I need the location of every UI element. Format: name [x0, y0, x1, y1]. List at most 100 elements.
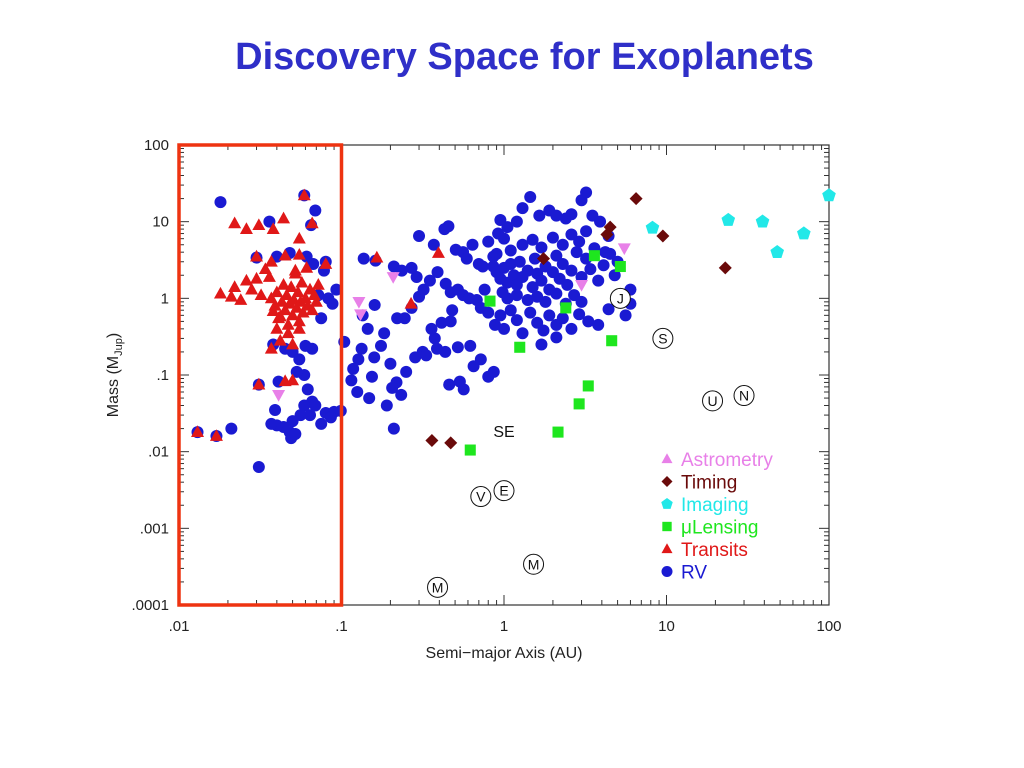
data-point: [600, 228, 614, 242]
data-point: [224, 289, 238, 302]
data-point: [413, 230, 426, 243]
data-point: [281, 326, 295, 339]
data-point: [404, 296, 418, 309]
data-point: [822, 188, 836, 202]
data-point: [298, 291, 312, 304]
data-point: [191, 425, 205, 437]
data-point: [309, 399, 322, 412]
legend-marker: [661, 497, 673, 509]
legend-marker: [662, 521, 672, 532]
data-point: [580, 225, 593, 238]
data-point: [498, 322, 510, 335]
data-point: [510, 314, 523, 327]
data-point: [501, 292, 514, 305]
solar-planet-label: U: [707, 393, 717, 409]
data-point: [357, 252, 370, 265]
data-point: [425, 322, 438, 335]
data-point: [494, 309, 507, 322]
data-point: [290, 301, 304, 313]
data-point: [319, 257, 333, 269]
data-point: [594, 215, 607, 228]
series-lensing: [464, 250, 626, 456]
data-point: [295, 275, 309, 288]
x-tick-label: .1: [335, 618, 348, 635]
data-point: [258, 262, 272, 275]
data-point: [504, 258, 517, 271]
data-point: [556, 258, 569, 271]
solar-planet-circle: [493, 480, 515, 502]
data-point: [573, 308, 586, 321]
data-point: [410, 270, 423, 283]
data-point: [565, 228, 578, 241]
data-point: [384, 357, 397, 370]
data-point: [266, 222, 280, 234]
data-point: [516, 202, 529, 215]
solar-planet-circle: [702, 390, 724, 412]
solar-planet-marker: J: [609, 287, 631, 309]
data-point: [582, 380, 594, 392]
data-point: [614, 260, 626, 273]
data-point: [575, 279, 589, 292]
data-point: [606, 335, 618, 347]
data-point: [504, 244, 517, 257]
data-point: [444, 315, 457, 328]
data-point: [286, 415, 299, 428]
solar-planet-circle: [523, 553, 545, 575]
data-point: [398, 312, 411, 325]
data-point: [290, 365, 303, 378]
data-point: [533, 209, 546, 222]
series-imaging: [645, 188, 836, 258]
data-point: [588, 250, 600, 262]
data-point: [592, 318, 605, 331]
data-point: [228, 216, 242, 229]
data-point: [721, 212, 736, 226]
y-axis-title: Mass (MJup): [105, 333, 125, 417]
data-point: [446, 304, 459, 317]
legend-label: Astrometry: [681, 450, 773, 471]
data-point: [417, 283, 430, 296]
data-point: [431, 246, 445, 258]
legend-item: Imaging: [661, 495, 749, 516]
highlight-box: [177, 143, 344, 607]
data-point: [755, 214, 770, 228]
data-point: [284, 280, 298, 293]
data-point: [444, 436, 458, 450]
data-point: [209, 429, 223, 441]
legend-item: Astrometry: [661, 450, 773, 471]
x-tick-label: .01: [169, 618, 190, 635]
data-point: [460, 252, 473, 265]
data-point: [387, 422, 400, 435]
data-point: [347, 362, 360, 375]
data-point: [378, 327, 391, 340]
y-tick-label: .0001: [131, 597, 169, 614]
data-point: [435, 316, 448, 329]
data-points: [191, 186, 836, 474]
data-point: [514, 341, 526, 353]
solar-planet-marker: N: [733, 385, 755, 407]
solar-planet-label: V: [476, 489, 486, 505]
data-point: [266, 304, 280, 317]
y-axis-title-close: ): [105, 333, 122, 338]
data-point: [428, 332, 441, 345]
solar-planet-label: M: [432, 579, 444, 595]
y-axis-title-main: Mass (M: [105, 356, 122, 417]
data-point: [556, 238, 569, 251]
data-point: [214, 196, 227, 209]
data-point: [277, 278, 291, 290]
data-point: [656, 229, 670, 243]
data-point: [484, 295, 496, 307]
data-point: [280, 288, 294, 301]
data-point: [326, 297, 339, 310]
data-point: [311, 278, 325, 290]
legend-label: RV: [681, 563, 707, 584]
data-point: [539, 295, 552, 308]
data-point: [510, 215, 523, 228]
data-point: [286, 308, 300, 321]
data-point: [797, 226, 811, 240]
data-point: [292, 231, 306, 244]
data-point: [306, 342, 319, 355]
data-point: [264, 254, 278, 267]
data-point: [370, 250, 384, 263]
data-point: [439, 345, 452, 358]
data-point: [552, 426, 564, 438]
